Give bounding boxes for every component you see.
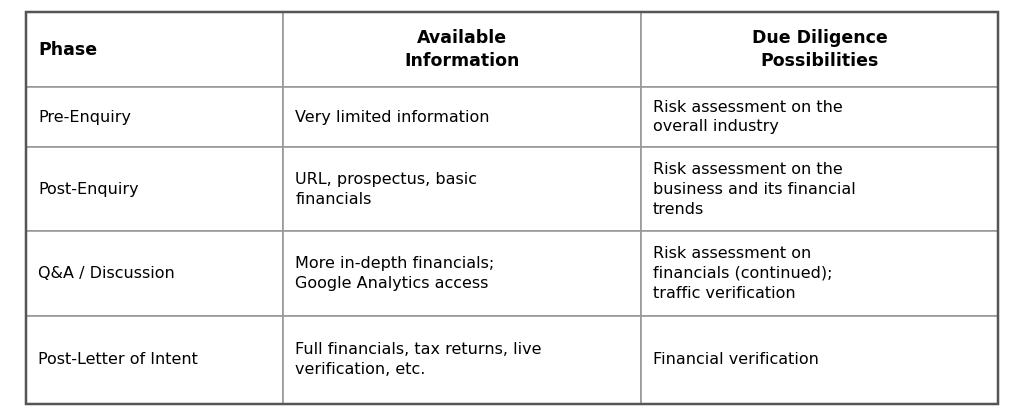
Text: Post-Letter of Intent: Post-Letter of Intent	[38, 352, 198, 367]
Bar	[26, 12, 283, 87]
Text: Risk assessment on
financials (continued);
traffic verification: Risk assessment on financials (continued…	[653, 246, 833, 301]
Bar	[641, 315, 998, 404]
Text: Pre-Enquiry: Pre-Enquiry	[38, 109, 131, 124]
Text: Q&A / Discussion: Q&A / Discussion	[38, 266, 175, 281]
Text: Very limited information: Very limited information	[295, 109, 489, 124]
Text: Risk assessment on the
business and its financial
trends: Risk assessment on the business and its …	[653, 162, 856, 217]
Bar	[283, 12, 641, 87]
Text: More in-depth financials;
Google Analytics access: More in-depth financials; Google Analyti…	[295, 256, 495, 291]
Bar	[641, 231, 998, 315]
Bar	[26, 231, 283, 315]
Bar	[26, 315, 283, 404]
Text: Financial verification: Financial verification	[653, 352, 819, 367]
Bar	[283, 147, 641, 231]
Bar	[26, 87, 283, 147]
Bar	[283, 87, 641, 147]
Text: Phase: Phase	[38, 41, 97, 59]
Bar	[283, 315, 641, 404]
Text: URL, prospectus, basic
financials: URL, prospectus, basic financials	[295, 172, 477, 207]
Text: Risk assessment on the
overall industry: Risk assessment on the overall industry	[653, 100, 843, 134]
Bar	[26, 147, 283, 231]
Text: Available
Information: Available Information	[404, 29, 519, 70]
Bar	[641, 12, 998, 87]
Bar	[283, 231, 641, 315]
Text: Full financials, tax returns, live
verification, etc.: Full financials, tax returns, live verif…	[295, 342, 542, 377]
Text: Due Diligence
Possibilities: Due Diligence Possibilities	[752, 29, 888, 70]
Text: Post-Enquiry: Post-Enquiry	[38, 182, 138, 197]
Bar	[641, 147, 998, 231]
Bar	[641, 87, 998, 147]
